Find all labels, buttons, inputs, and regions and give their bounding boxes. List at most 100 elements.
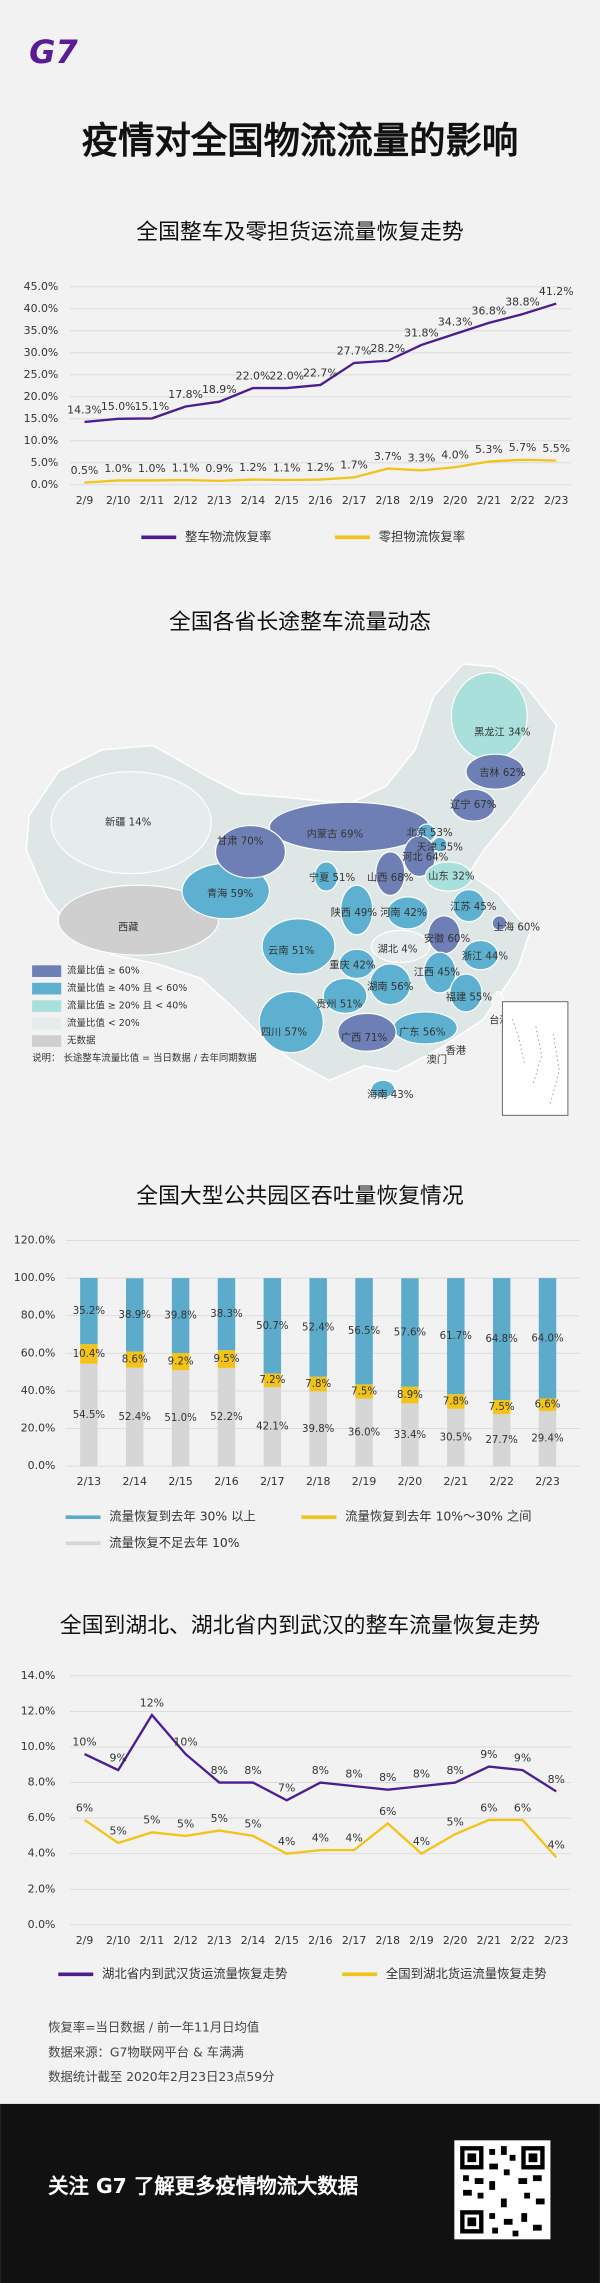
data-label: 8% <box>244 1764 261 1777</box>
x-tick-label: 2/15 <box>168 1475 193 1488</box>
main-title: 疫情对全国物流流量的影响 <box>82 119 519 162</box>
y-tick-label: 15.0% <box>24 412 59 425</box>
x-tick-label: 2/19 <box>409 1934 434 1947</box>
y-tick-label: 40.0% <box>24 302 59 315</box>
data-label: 14.3% <box>67 403 102 416</box>
logo: G7 <box>29 33 78 71</box>
region-area <box>370 929 431 963</box>
y-tick-label: 0.0% <box>31 478 59 491</box>
x-tick-label: 2/22 <box>510 494 535 507</box>
region-area <box>214 824 287 879</box>
y-tick-label: 4.0% <box>28 1847 56 1860</box>
bar-segment <box>447 1408 465 1467</box>
data-label: 35.2% <box>73 1306 106 1317</box>
x-tick-label: 2/9 <box>76 494 94 507</box>
data-label: 9% <box>110 1751 127 1764</box>
data-label: 4% <box>413 1835 430 1848</box>
x-tick-label: 2/13 <box>77 1475 102 1488</box>
data-label: 41.2% <box>539 285 574 298</box>
bar-segment <box>401 1386 419 1404</box>
data-label: 7.8% <box>305 1379 331 1390</box>
bar-segment <box>80 1277 98 1345</box>
bar-segment <box>447 1394 465 1409</box>
chart-title: 全国整车及零担货运流量恢复走势 <box>136 220 463 245</box>
data-label: 36.0% <box>348 1427 381 1438</box>
bar-segment <box>263 1387 282 1467</box>
region-label: 重庆 42% <box>329 958 376 971</box>
x-tick-label: 2/19 <box>409 494 434 507</box>
y-tick-label: 120.0% <box>14 1234 56 1247</box>
bar-segment <box>401 1278 419 1387</box>
region-label: 浙江 44% <box>462 951 509 963</box>
data-label: 0.5% <box>71 464 99 477</box>
series-line <box>83 1818 558 1859</box>
data-label: 22.0% <box>269 369 304 382</box>
region-area <box>449 973 483 1013</box>
y-tick-label: 8.0% <box>28 1776 56 1789</box>
data-label: 22.0% <box>236 369 271 382</box>
region-area <box>258 990 324 1054</box>
y-tick-label: 20.0% <box>21 1422 56 1435</box>
region-label: 福建 55% <box>446 990 493 1003</box>
legend-label: 无数据 <box>67 1035 96 1047</box>
bar-segment <box>492 1278 511 1400</box>
region-area <box>450 788 496 822</box>
data-label: 8% <box>312 1764 329 1777</box>
x-tick-label: 2/12 <box>173 1934 198 1947</box>
bar-segment <box>217 1350 236 1369</box>
bar-segment <box>80 1344 98 1364</box>
region-area <box>462 939 499 971</box>
data-label: 31.8% <box>404 326 439 339</box>
bar-segment <box>538 1278 557 1399</box>
region-area <box>402 835 436 878</box>
y-tick-label: 30.0% <box>24 346 59 359</box>
data-label: 51.0% <box>164 1413 197 1424</box>
bar-segment <box>217 1278 236 1351</box>
footer-text: 关注 G7 了解更多疫情物流大数据 <box>48 2174 358 2198</box>
note: 恢复率=当日数据 / 前一年11月日均值 <box>48 2020 259 2035</box>
data-label: 1.7% <box>340 459 368 472</box>
region-area <box>338 948 375 980</box>
data-label: 64.0% <box>531 1333 564 1344</box>
region-label: 青海 59% <box>207 887 254 900</box>
data-label: 30.5% <box>440 1433 473 1444</box>
region-area <box>340 884 374 936</box>
data-label: 1.2% <box>307 461 335 474</box>
bar-segment <box>309 1376 327 1392</box>
data-label: 17.8% <box>168 388 203 401</box>
data-label: 9% <box>480 1748 497 1761</box>
legend-label: 流量比值 ≥ 40% 且 < 60% <box>67 982 187 994</box>
series-line <box>84 458 557 484</box>
x-tick-label: 2/20 <box>443 1934 468 1947</box>
region-label: 江西 45% <box>414 967 461 979</box>
region-area <box>465 753 525 790</box>
data-label: 33.4% <box>394 1430 427 1441</box>
region-label: 新疆 14% <box>105 816 152 829</box>
region-area <box>386 896 429 930</box>
bar-segment <box>309 1278 327 1377</box>
region-area <box>50 771 212 875</box>
legend-label: 湖北省内到武汉货运流量恢复走势 <box>102 1966 287 1981</box>
data-label: 4% <box>548 1839 565 1852</box>
data-label: 0.9% <box>205 462 233 475</box>
region-label: 江苏 45% <box>450 900 497 913</box>
bar-segment <box>126 1367 144 1467</box>
legend-swatch <box>32 1035 62 1047</box>
bar-segment <box>80 1363 98 1467</box>
region-label: 上海 60% <box>494 920 541 933</box>
y-tick-label: 5.0% <box>31 456 59 469</box>
data-label: 38.8% <box>505 295 540 308</box>
x-tick-label: 2/13 <box>207 1934 232 1947</box>
data-label: 61.7% <box>440 1331 473 1342</box>
data-label: 34.3% <box>438 315 473 328</box>
region-label: 海南 43% <box>367 1088 414 1101</box>
x-tick-label: 2/18 <box>306 1475 331 1488</box>
data-label: 8% <box>211 1764 228 1777</box>
data-label: 6.6% <box>535 1400 561 1411</box>
x-tick-label: 2/23 <box>535 1475 560 1488</box>
x-tick-label: 2/14 <box>241 1934 266 1947</box>
data-label: 4% <box>345 1831 362 1844</box>
